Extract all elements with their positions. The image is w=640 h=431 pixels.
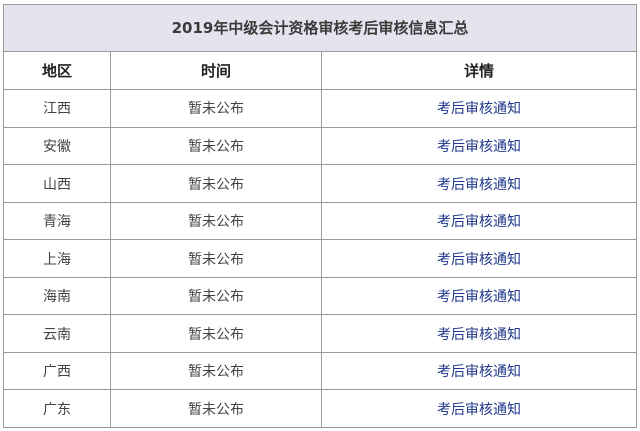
detail-link[interactable]: 考后审核通知 xyxy=(437,289,521,306)
region-cell: 安徽 xyxy=(3,126,111,166)
header-region: 地区 xyxy=(3,50,111,91)
table-row: 广东 暂未公布 考后审核通知 xyxy=(3,389,637,428)
time-cell: 暂未公布 xyxy=(110,239,322,278)
region-cell: 江西 xyxy=(3,89,111,128)
detail-link[interactable]: 考后审核通知 xyxy=(437,326,521,343)
region-cell: 上海 xyxy=(3,239,111,278)
table-row: 海南 暂未公布 考后审核通知 xyxy=(3,276,637,316)
detail-link[interactable]: 考后审核通知 xyxy=(437,139,521,155)
detail-cell: 考后审核通知 xyxy=(321,201,637,241)
header-time: 时间 xyxy=(110,50,322,91)
detail-cell: 考后审核通知 xyxy=(321,164,637,203)
time-cell: 暂未公布 xyxy=(110,351,322,391)
table-row: 江西 暂未公布 考后审核通知 xyxy=(3,89,637,128)
detail-cell: 考后审核通知 xyxy=(321,389,637,428)
table-row: 安徽 暂未公布 考后审核通知 xyxy=(3,126,637,166)
region-cell: 山西 xyxy=(3,164,111,203)
header-detail: 详情 xyxy=(321,50,637,91)
region-cell: 海南 xyxy=(3,276,111,316)
table-row: 云南 暂未公布 考后审核通知 xyxy=(3,314,637,353)
time-cell: 暂未公布 xyxy=(110,126,322,166)
time-cell: 暂未公布 xyxy=(110,89,322,128)
detail-cell: 考后审核通知 xyxy=(321,126,637,166)
region-cell: 云南 xyxy=(3,314,111,353)
detail-cell: 考后审核通知 xyxy=(321,351,637,391)
region-cell: 广东 xyxy=(3,389,111,428)
detail-link[interactable]: 考后审核通知 xyxy=(437,214,521,231)
detail-link[interactable]: 考后审核通知 xyxy=(437,176,521,193)
detail-cell: 考后审核通知 xyxy=(321,276,637,316)
table-row: 山西 暂未公布 考后审核通知 xyxy=(3,164,637,203)
time-cell: 暂未公布 xyxy=(110,201,322,241)
detail-link[interactable]: 考后审核通知 xyxy=(437,251,521,268)
time-cell: 暂未公布 xyxy=(110,276,322,316)
detail-cell: 考后审核通知 xyxy=(321,314,637,353)
region-cell: 广西 xyxy=(3,351,111,391)
time-cell: 暂未公布 xyxy=(110,164,322,203)
info-table: 2019年中级会计资格审核考后审核信息汇总 地区 时间 详情 江西 暂未公布 考… xyxy=(3,4,637,428)
table-row: 青海 暂未公布 考后审核通知 xyxy=(3,201,637,241)
table-row: 上海 暂未公布 考后审核通知 xyxy=(3,239,637,278)
time-cell: 暂未公布 xyxy=(110,314,322,353)
table-row: 广西 暂未公布 考后审核通知 xyxy=(3,351,637,391)
detail-link[interactable]: 考后审核通知 xyxy=(437,401,521,418)
detail-cell: 考后审核通知 xyxy=(321,239,637,278)
time-cell: 暂未公布 xyxy=(110,389,322,428)
detail-link[interactable]: 考后审核通知 xyxy=(437,364,521,381)
region-cell: 青海 xyxy=(3,201,111,241)
table-title: 2019年中级会计资格审核考后审核信息汇总 xyxy=(3,4,637,52)
detail-cell: 考后审核通知 xyxy=(321,89,637,128)
detail-link[interactable]: 考后审核通知 xyxy=(437,101,521,118)
